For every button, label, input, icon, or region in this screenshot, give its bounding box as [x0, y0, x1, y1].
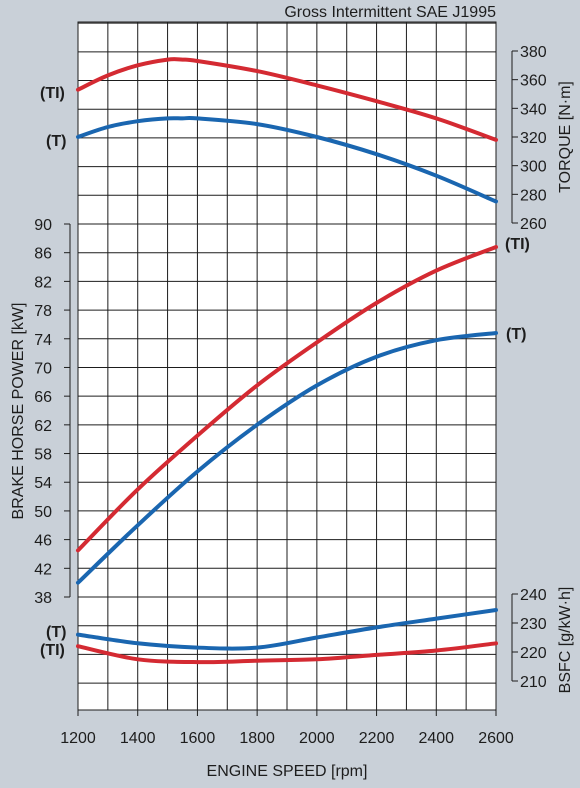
x-tick-label: 1800	[239, 730, 275, 747]
power-ti-series-label: (TI)	[505, 236, 530, 253]
x-tick-label: 2200	[359, 730, 395, 747]
bsfc-ti-series-label: (TI)	[40, 642, 65, 659]
x-axis-title: ENGINE SPEED [rpm]	[207, 763, 368, 780]
torque-t-curve	[76, 115, 498, 204]
x-tick-label: 1400	[120, 730, 156, 747]
torque-axis-title: TORQUE [N·m]	[557, 81, 574, 193]
torque-ti-curve	[76, 57, 498, 142]
x-tick-label: 1200	[60, 730, 96, 747]
torque-tick-label: 340	[520, 101, 547, 118]
bsfc-tick-label: 220	[520, 645, 547, 662]
power-tick-label: 66	[34, 389, 52, 406]
power-tick-label: 50	[34, 504, 52, 521]
torque-t-series-label: (T)	[46, 133, 66, 150]
bsfc-t-series-label: (T)	[46, 624, 66, 641]
power-tick-label: 86	[34, 246, 52, 263]
chart-title: Gross Intermittent SAE J1995	[284, 4, 496, 21]
x-tick-label: 2000	[299, 730, 335, 747]
torque-tick-label: 360	[520, 73, 547, 90]
bsfc-tick-label: 240	[520, 587, 547, 604]
power-tick-label: 62	[34, 418, 52, 435]
bsfc-tick-label: 210	[520, 674, 547, 691]
power-tick-label: 42	[34, 561, 52, 578]
series-layer	[76, 57, 498, 665]
power-tick-label: 58	[34, 447, 52, 464]
power-t-curve	[76, 331, 498, 585]
power-t-series-label: (T)	[506, 326, 526, 343]
power-tick-label: 54	[34, 475, 52, 492]
power-axis-title: BRAKE HORSE POWER [kW]	[10, 303, 27, 520]
bsfc-t-curve	[76, 608, 498, 651]
power-tick-label: 70	[34, 360, 52, 377]
torque-tick-label: 320	[520, 130, 547, 147]
torque-tick-label: 380	[520, 44, 547, 61]
power-tick-label: 38	[34, 590, 52, 607]
power-tick-label: 46	[34, 533, 52, 550]
power-tick-label: 90	[34, 217, 52, 234]
x-tick-label: 1600	[180, 730, 216, 747]
torque-tick-label: 280	[520, 187, 547, 204]
power-tick-label: 78	[34, 303, 52, 320]
torque-tick-label: 260	[520, 216, 547, 233]
power-tick-label: 74	[34, 332, 52, 349]
power-ti-curve	[76, 245, 498, 553]
bsfc-tick-label: 230	[520, 616, 547, 633]
bsfc-ti-curve	[76, 641, 498, 665]
power-tick-label: 82	[34, 274, 52, 291]
torque-tick-label: 300	[520, 159, 547, 176]
torque-ti-series-label: (TI)	[40, 85, 65, 102]
label-layer: Gross Intermittent SAE J1995 ENGINE SPEE…	[10, 4, 574, 780]
bsfc-axis-title: BSFC [g/kW·h]	[557, 587, 574, 694]
x-tick-label: 2600	[478, 730, 514, 747]
axis-layer: 1200 1400 1600 1800 2000 2200 2400 2600 38 42 46 50…	[34, 44, 547, 747]
x-tick-label: 2400	[418, 730, 454, 747]
